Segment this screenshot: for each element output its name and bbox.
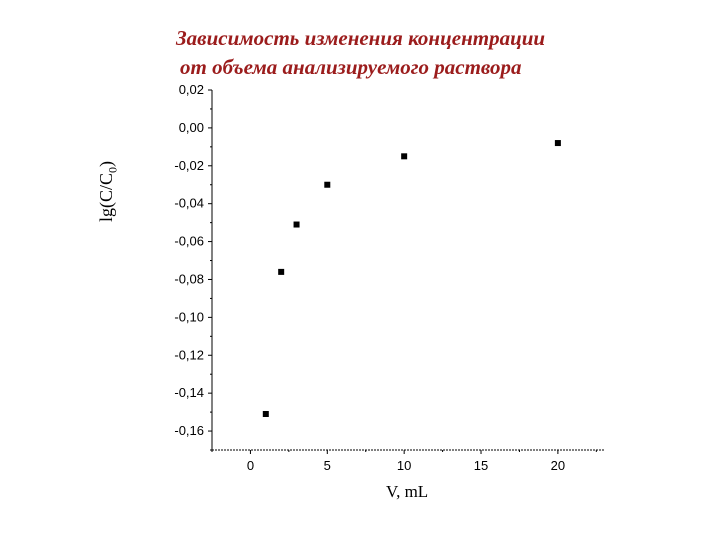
y-tick-label: -0,04 (174, 196, 204, 211)
data-point (293, 221, 300, 228)
y-tick-label: -0,10 (174, 309, 204, 324)
x-tick-label: 10 (397, 458, 411, 473)
x-tick-label: 20 (551, 458, 565, 473)
data-point (278, 268, 285, 275)
y-tick-label: -0,02 (174, 158, 204, 173)
y-tick-label: 0,00 (179, 120, 204, 135)
data-point (401, 153, 408, 160)
y-tick-label: -0,16 (174, 423, 204, 438)
data-point (554, 140, 561, 147)
x-tick-label: 15 (474, 458, 488, 473)
x-tick-label: 0 (247, 458, 254, 473)
y-tick-label: -0,08 (174, 271, 204, 286)
chart-title: Зависимость изменения концентрации от об… (120, 24, 600, 82)
x-axis-label: V, mL (386, 482, 429, 501)
data-point (324, 181, 331, 188)
x-tick-label: 5 (324, 458, 331, 473)
y-tick-label: -0,12 (174, 347, 204, 362)
y-tick-label: 0,02 (179, 82, 204, 97)
y-tick-label: -0,14 (174, 385, 204, 400)
chart-title-line-1: Зависимость изменения концентрации (176, 26, 546, 50)
data-point (262, 411, 269, 417)
y-tick-label: -0,06 (174, 234, 204, 249)
chart-title-line-2: от объема анализируемого раствора (180, 55, 522, 79)
